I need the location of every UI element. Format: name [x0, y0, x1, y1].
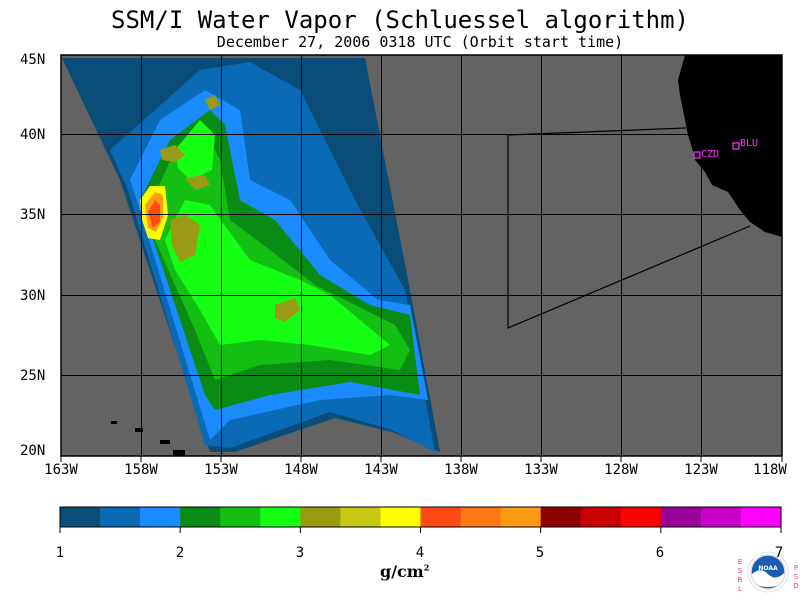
colorbar-swatch — [540, 507, 582, 527]
map-frame — [60, 54, 783, 457]
colorbar-swatch — [420, 507, 462, 527]
colorbar-swatch — [460, 507, 502, 527]
lon-label-138w: 138W — [444, 462, 478, 478]
units-text: g/cm — [380, 562, 424, 581]
colorbar-tick-1: 1 — [55, 545, 65, 561]
colorbar — [60, 507, 782, 527]
swath-patch-olive-4 — [275, 298, 300, 322]
colorbar-tick-2: 2 — [175, 545, 185, 561]
colorbar-swatch — [140, 507, 181, 527]
colorbar-ticks — [59, 527, 782, 533]
swath-patch-olive-1 — [170, 215, 200, 262]
swath-patch-olive-2 — [160, 145, 185, 162]
colorbar-swatch — [740, 507, 782, 527]
lat-label-45n: 45N — [20, 52, 46, 68]
colorbar-swatch — [180, 507, 221, 527]
station-label-blu: BLU — [740, 138, 758, 149]
grid-lines — [61, 55, 782, 456]
colorbar-swatch — [380, 507, 421, 527]
swath-patch-olive-3 — [185, 175, 210, 190]
colorbar-tick-4: 4 — [415, 545, 425, 561]
station-label-czd: CZD — [701, 149, 719, 160]
lon-label-148w: 148W — [284, 462, 318, 478]
station-marker-blu — [732, 142, 740, 150]
colorbar-swatch — [300, 507, 341, 527]
lat-label-40n: 40N — [20, 127, 46, 143]
noaa-logo: NOAA — [747, 551, 789, 593]
colorbar-tick-6: 6 — [655, 545, 665, 561]
colorbar-tick-5: 5 — [535, 545, 545, 561]
lat-label-25n: 25N — [20, 368, 46, 384]
lon-label-158w: 158W — [124, 462, 158, 478]
lat-label-30n: 30N — [20, 288, 46, 304]
island-oahu — [135, 428, 143, 432]
colorbar-swatch — [620, 507, 662, 527]
lon-label-128w: 128W — [604, 462, 638, 478]
lon-label-163w: 163W — [44, 462, 78, 478]
swath-patch-olive-5 — [205, 95, 220, 110]
map-subtitle: December 27, 2006 0318 UTC (Orbit start … — [216, 33, 624, 51]
colorbar-swatch — [100, 507, 141, 527]
island-kauai — [111, 421, 117, 424]
colorbar-swatch — [260, 507, 301, 527]
axis-ticks — [60, 456, 783, 462]
colorbar-swatch — [700, 507, 742, 527]
noaa-logo-text: NOAA — [758, 565, 778, 572]
land-north-america — [678, 55, 782, 237]
island-hawaii — [173, 450, 185, 456]
lon-label-143w: 143W — [364, 462, 398, 478]
map-title: SSM/I Water Vapor (Schluessel algorithm) — [111, 6, 689, 34]
lat-label-35n: 35N — [20, 207, 46, 223]
colorbar-tick-3: 3 — [295, 545, 305, 561]
island-maui — [160, 440, 170, 444]
colorbar-swatch — [660, 507, 702, 527]
colorbar-swatch — [500, 507, 542, 527]
colorbar-swatch — [60, 507, 101, 527]
colorbar-tick-7: 7 — [774, 545, 784, 561]
region-outline — [507, 127, 751, 329]
lon-label-123w: 123W — [684, 462, 718, 478]
lat-label-20n: 20N — [20, 443, 46, 459]
lon-label-118w: 118W — [753, 462, 787, 478]
colorbar-swatch — [220, 507, 261, 527]
lon-label-153w: 153W — [204, 462, 238, 478]
station-marker-czd — [693, 151, 701, 159]
units-superscript: 2 — [423, 562, 430, 573]
colorbar-units: g/cm2 — [380, 562, 429, 581]
colorbar-swatch — [340, 507, 381, 527]
colorbar-swatch — [580, 507, 622, 527]
lon-label-133w: 133W — [524, 462, 558, 478]
